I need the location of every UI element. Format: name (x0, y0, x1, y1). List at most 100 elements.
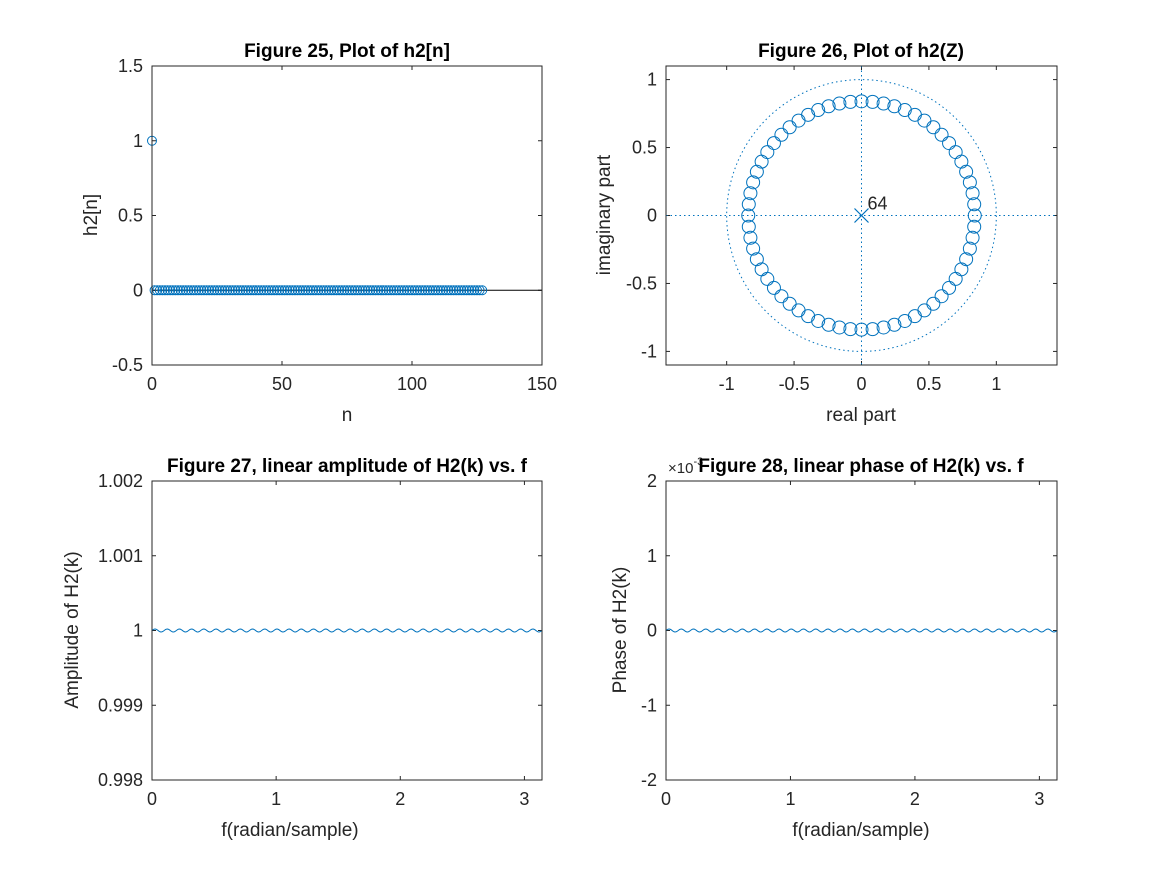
stem-marker (261, 285, 272, 296)
stem-marker (230, 285, 241, 296)
zero-marker (934, 127, 949, 142)
stem-marker (316, 285, 326, 296)
zero-marker (934, 289, 949, 304)
zero-marker (959, 164, 974, 179)
plot-area (152, 66, 542, 365)
stem-marker (365, 285, 376, 296)
axes-box (151, 65, 543, 366)
stem-marker (357, 285, 368, 296)
stem-marker (206, 285, 217, 296)
stem-marker (282, 285, 293, 296)
stem-marker (352, 285, 363, 296)
stem-marker (167, 285, 178, 296)
stem-marker (461, 285, 472, 296)
zero-marker (743, 186, 758, 201)
stem-marker (162, 285, 173, 296)
stem-marker (180, 285, 191, 296)
zero-marker (843, 322, 858, 337)
y-tick-label: 1 (133, 131, 143, 151)
stem-marker (472, 285, 482, 296)
stem-marker (383, 285, 394, 296)
stem-marker (271, 285, 282, 296)
stem-marker (222, 285, 233, 296)
stem-marker (401, 285, 412, 296)
stem-marker (295, 285, 306, 296)
stem-marker (196, 285, 207, 296)
stem-marker (264, 285, 274, 296)
stem-marker (404, 285, 415, 296)
zero-marker (811, 313, 826, 328)
stem-marker (193, 285, 204, 296)
zero-marker (782, 296, 797, 311)
y-tick-label: 0.999 (98, 695, 143, 715)
stem-marker (225, 285, 235, 296)
stem-marker (464, 285, 475, 296)
zero-marker (897, 103, 912, 118)
zero-marker (741, 197, 756, 212)
zero-marker (832, 320, 847, 335)
axes-box (665, 480, 1058, 781)
stem-marker (160, 285, 170, 296)
zero-marker (782, 120, 797, 135)
stem-marker (435, 285, 446, 296)
zero-marker (965, 186, 980, 201)
zero-marker (926, 296, 941, 311)
stem-marker (227, 285, 238, 296)
y-tick-label: 0.5 (118, 206, 143, 226)
stem-marker (386, 285, 397, 296)
stem-marker (199, 285, 209, 296)
y-axis-label: Amplitude of H2(k) (62, 551, 83, 708)
x-tick-label: 0.5 (916, 374, 941, 394)
stem-marker (378, 285, 389, 296)
axes-box (151, 480, 543, 781)
stem-marker (474, 285, 485, 296)
stem-marker (388, 285, 399, 296)
stem-marker (347, 285, 358, 296)
chart-title: Figure 28, linear phase of H2(k) vs. f (698, 456, 1024, 477)
stem-marker (170, 285, 181, 296)
zero-marker (962, 241, 977, 256)
y-tick-label: 0 (133, 280, 143, 300)
stem-marker (253, 285, 264, 296)
stem-marker (232, 285, 243, 296)
stem-marker (420, 285, 430, 296)
zero-marker (954, 262, 969, 277)
stem-marker (217, 285, 228, 296)
zero-marker (774, 127, 789, 142)
stem-marker (375, 285, 386, 296)
stem-marker (157, 285, 168, 296)
stem-marker (399, 285, 410, 296)
stem-marker (292, 285, 303, 296)
stem-marker (446, 285, 456, 296)
zero-marker (865, 322, 880, 337)
y-tick-label: 1.001 (98, 546, 143, 566)
stem-marker (308, 285, 319, 296)
x-tick-label: 2 (910, 789, 920, 809)
x-tick-label: 1 (271, 789, 281, 809)
stem-marker (453, 285, 464, 296)
stem-marker (251, 285, 261, 296)
stem-marker (456, 285, 467, 296)
zero-marker (741, 208, 756, 223)
x-tick-label: 0 (147, 789, 157, 809)
stem-marker (362, 285, 373, 296)
stem-marker (477, 285, 488, 296)
stem-marker (279, 285, 290, 296)
stem-marker (303, 285, 313, 296)
y-tick-label: 1 (133, 621, 143, 641)
stem-marker (329, 285, 339, 296)
zero-marker (801, 309, 816, 324)
y-tick-label: -1 (641, 341, 657, 361)
x-axis-label: f(radian/sample) (792, 820, 929, 841)
stem-marker (245, 285, 256, 296)
x-tick-label: 150 (527, 374, 557, 394)
stem-marker (256, 285, 267, 296)
stem-marker (201, 285, 212, 296)
stem-marker (370, 285, 381, 296)
stem-marker (186, 285, 196, 296)
stem-marker (360, 285, 371, 296)
x-axis-label: real part (826, 405, 896, 426)
stem-marker (149, 285, 160, 296)
zero-marker (897, 313, 912, 328)
stem-marker (313, 285, 324, 296)
